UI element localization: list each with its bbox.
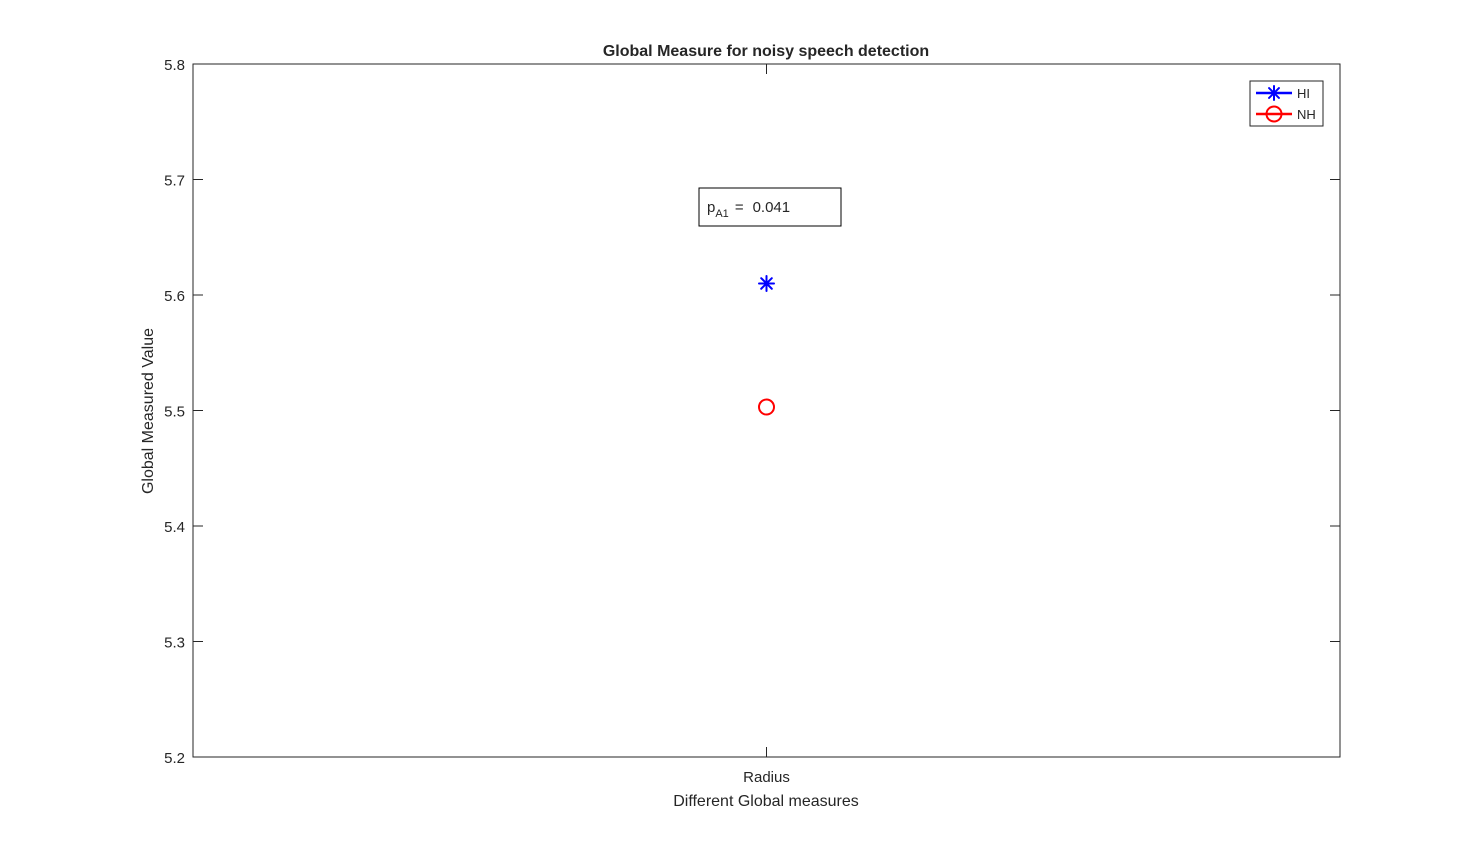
x-tick-label: Radius <box>743 769 790 786</box>
y-tick-label: 5.6 <box>164 288 185 305</box>
legend-box <box>1249 80 1324 127</box>
y-tick-label: 5.4 <box>164 519 185 536</box>
legend-label: NH <box>1297 107 1316 122</box>
chart-title: Global Measure for noisy speech detectio… <box>603 43 929 60</box>
data-point-nh <box>758 398 775 416</box>
annotation-equals: = <box>735 199 744 216</box>
legend-label: HI <box>1297 86 1310 101</box>
data-points <box>758 274 775 416</box>
legend-entry-hi: HI <box>1256 85 1310 101</box>
annotation-value: 0.041 <box>753 199 791 216</box>
x-axis-ticks: Radius <box>743 64 790 786</box>
y-axis-ticks: 5.2 5.3 5.4 5.5 5.6 5.7 5.8 <box>164 57 1340 767</box>
y-tick-label: 5.8 <box>164 57 185 74</box>
data-point-hi <box>758 274 775 292</box>
y-tick-label: 5.3 <box>164 635 185 652</box>
x-axis-label: Different Global measures <box>673 793 859 810</box>
legend: HI NH <box>1249 80 1324 127</box>
axes-box <box>192 63 1341 758</box>
annotation-box <box>698 187 842 227</box>
legend-entry-nh: NH <box>1256 105 1316 123</box>
y-tick-label: 5.5 <box>164 404 185 421</box>
annotation-text: pA1 = 0.041 <box>707 199 790 220</box>
annotation-p-symbol: p <box>707 199 715 216</box>
y-tick-label: 5.2 <box>164 750 185 767</box>
legend-marker <box>1266 85 1282 101</box>
y-tick-label: 5.7 <box>164 173 185 190</box>
annotation-subscript: A1 <box>715 208 728 220</box>
legend-marker <box>1265 105 1283 123</box>
y-axis-label: Global Measured Value <box>140 328 157 494</box>
p-value-annotation: pA1 = 0.041 <box>698 187 842 227</box>
